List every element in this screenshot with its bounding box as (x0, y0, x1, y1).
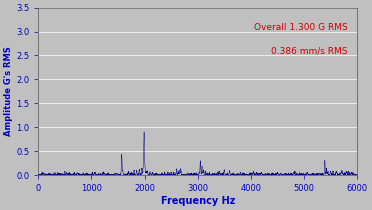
Text: Overall 1.300 G RMS: Overall 1.300 G RMS (254, 23, 348, 32)
Text: 0.386 mm/s RMS: 0.386 mm/s RMS (271, 47, 348, 56)
Y-axis label: Amplitude G's RMS: Amplitude G's RMS (4, 46, 13, 136)
X-axis label: Frequency Hz: Frequency Hz (161, 196, 235, 206)
